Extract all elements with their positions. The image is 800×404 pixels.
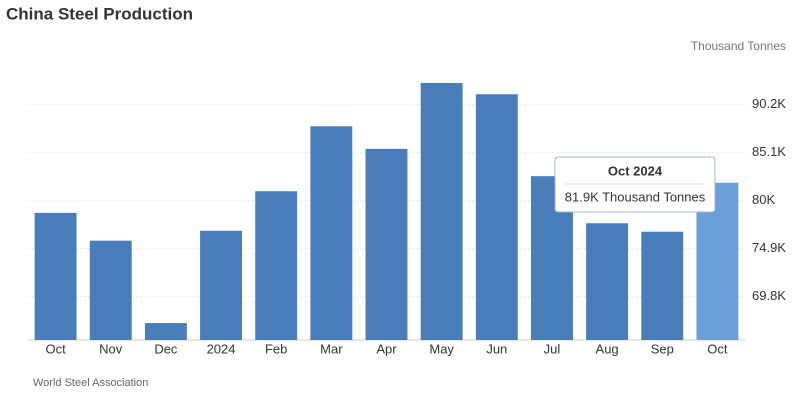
bar	[586, 223, 629, 340]
y-tick-label: 90.2K	[752, 96, 786, 111]
y-tick-label: 69.8K	[752, 288, 786, 303]
x-tick-label: Sep	[651, 341, 674, 356]
tooltip-title: Oct 2024	[608, 163, 663, 178]
x-tick-label: May	[429, 341, 454, 356]
tooltip: Oct 2024 81.9K Thousand Tonnes	[554, 156, 716, 213]
bar	[420, 82, 463, 340]
x-tick-label: Feb	[265, 341, 287, 356]
bar	[365, 148, 408, 340]
bar	[144, 323, 187, 340]
x-tick-label: Aug	[596, 341, 619, 356]
x-tick-label: Oct	[45, 341, 66, 356]
x-tick-label: Mar	[320, 341, 343, 356]
bar	[255, 191, 298, 340]
x-tick-label: Dec	[154, 341, 178, 356]
x-tick-label: 2024	[207, 341, 236, 356]
tooltip-text: 81.9K Thousand Tonnes	[565, 189, 706, 204]
bar	[475, 94, 518, 340]
bar	[34, 212, 77, 340]
x-tick-label: Jun	[486, 341, 507, 356]
bar	[89, 240, 132, 340]
bar	[641, 231, 684, 340]
y-tick-label: 80K	[752, 192, 775, 207]
y-tick-label: 74.9K	[752, 240, 786, 255]
source: World Steel Association	[33, 377, 148, 389]
bar	[200, 230, 242, 340]
y-tick-label: 85.1K	[752, 144, 786, 159]
x-tick-label: Jul	[544, 341, 561, 356]
chart-title: China Steel Production	[6, 4, 193, 23]
bar	[310, 126, 353, 340]
x-tick-label: Oct	[707, 341, 728, 356]
x-tick-label: Nov	[99, 341, 123, 356]
plot: 69.8K 74.9K 80K 85.1K 90.2K Oct Nov Dec 2024 Feb M…	[28, 82, 786, 356]
unit-label: Thousand Tonnes	[691, 39, 786, 53]
x-tick-label: Apr	[376, 341, 397, 356]
